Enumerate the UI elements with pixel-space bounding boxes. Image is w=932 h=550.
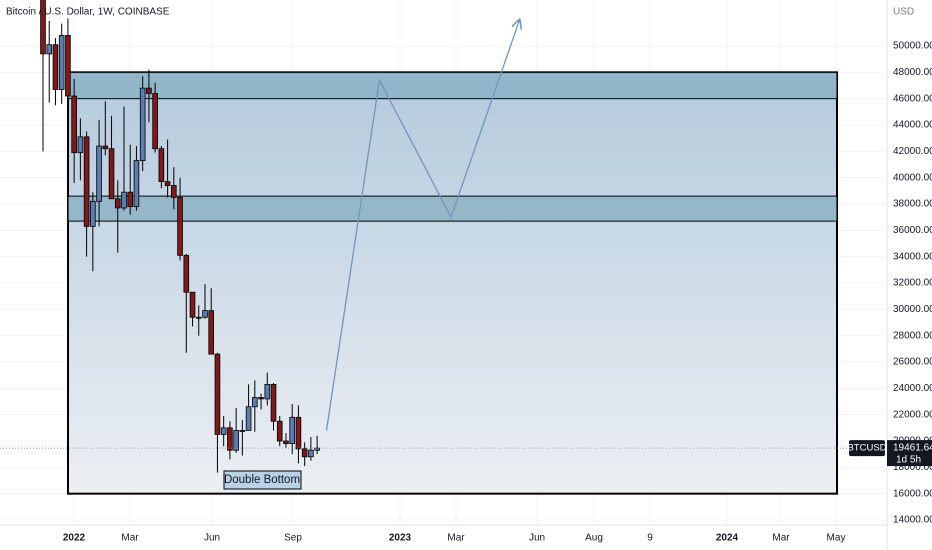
zone [67,195,838,222]
candle-body [214,353,221,435]
y-tick-label: 50000.00 [893,41,932,52]
candle-body [164,181,171,186]
annotation: Double Bottom [224,474,300,486]
y-tick-label: 26000.00 [893,357,932,368]
candle-body [83,136,90,227]
candles [40,0,320,473]
candle-body [208,310,215,355]
x-tick-label: Mar [772,533,790,544]
candle-body [289,416,295,445]
candle-body [171,185,177,198]
x-tick-label: 9 [647,533,653,544]
projection-path [325,20,519,431]
candle-body [90,200,96,227]
range-box [67,71,838,495]
candle-body [52,44,59,90]
candle-body [258,397,264,400]
y-tick-label: 46000.00 [893,93,932,104]
countdown: 1d 5h [896,455,921,466]
y-tick-label: 14000.00 [893,515,932,526]
y-tick-label: 48000.00 [893,67,932,78]
candle-body [202,310,208,318]
candle-body [314,447,320,451]
y-tick-label: 32000.00 [893,278,932,289]
symbol-label: BTCUSD [847,443,886,454]
candle-body [308,449,314,458]
candle-body [40,0,46,55]
y-tick-label: 24000.00 [893,383,932,394]
candle-body [301,448,308,458]
candle-body [139,87,146,161]
candle-body [283,440,289,445]
y-tick-label: 42000.00 [893,146,932,157]
candle-body [295,416,302,450]
candle-body [245,406,252,431]
y-tick-label: 28000.00 [893,330,932,341]
y-tick-label: 38000.00 [893,199,932,210]
currency: USD [893,7,914,18]
y-tick-label: 16000.00 [893,488,932,499]
candle-body [71,95,77,154]
candle-body [239,430,246,432]
candle-body [65,35,71,97]
candle-body [264,383,271,400]
candle-body [220,427,227,435]
price-box [887,440,932,467]
candle-body [233,430,239,451]
y-tick-label: 30000.00 [893,304,932,315]
x-tick-label: Aug [585,533,603,544]
zones [67,71,838,495]
candle-body [183,254,190,293]
symbol-box [849,440,885,457]
candle-body [58,35,65,90]
candle-body [158,148,165,183]
candle-body [276,420,283,442]
y-tick-label: 36000.00 [893,225,932,236]
candle-body [46,44,53,55]
price-label: 19461.64 [893,443,932,454]
y-tick-label: 22000.00 [893,409,932,420]
candle-body [127,191,134,208]
zone [67,71,838,100]
chart-title: Bitcoin / U.S. Dollar, 1W, COINBASE [6,7,170,18]
candle-body [146,87,152,94]
annotation-box [223,470,302,490]
candle-body [133,160,140,208]
x-tick-label: 2024 [716,533,739,544]
candle-body [121,191,127,209]
candle-body [252,397,258,408]
candle-body [189,291,196,318]
y-tick-label: 18000.00 [893,462,932,473]
candle-body [152,93,158,150]
candle-body [102,145,109,150]
x-tick-label: May [827,533,846,544]
x-tick-label: 2022 [63,533,86,544]
x-tick-label: Jun [529,533,545,544]
candle-body [270,383,277,422]
candle-body [177,197,183,256]
candle-body [227,427,233,451]
y-tick-label: 34000.00 [893,251,932,262]
x-tick-label: Sep [284,533,302,544]
x-tick-label: Mar [447,533,465,544]
candle-body [108,148,115,200]
candle-body [114,198,121,209]
x-tick-label: Jun [204,533,220,544]
x-tick-label: Mar [121,533,139,544]
y-tick-label: 40000.00 [893,172,932,183]
candle-body [195,316,202,319]
candle-body [96,145,102,202]
candle-body [77,136,84,154]
x-tick-label: 2023 [389,533,412,544]
y-tick-label: 44000.00 [893,120,932,131]
